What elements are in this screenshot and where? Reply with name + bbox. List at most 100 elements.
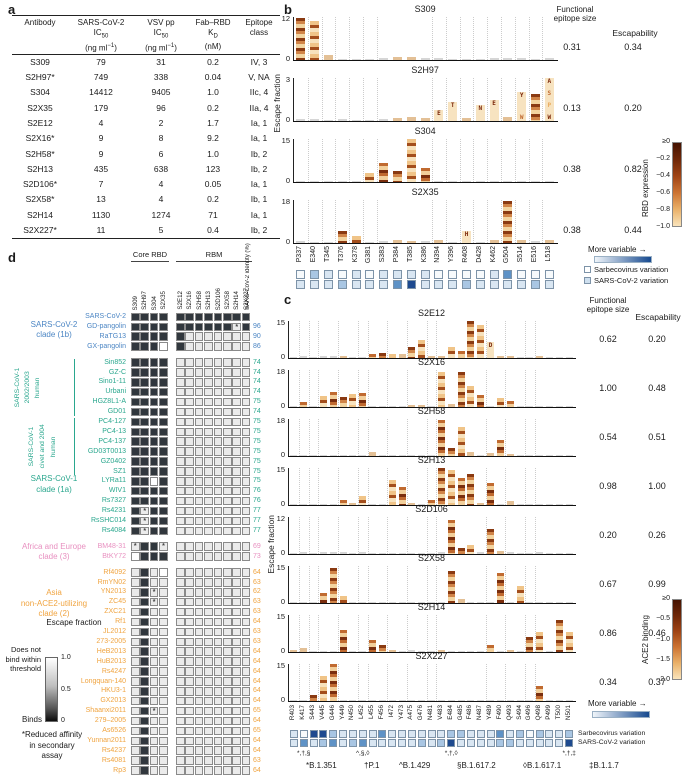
x-axis: [293, 182, 559, 184]
virus-row-label: PC4-127: [98, 418, 126, 425]
virus-row-label: Sino1-11: [98, 378, 126, 386]
escape-bar: [324, 119, 333, 121]
binding-cell: [204, 332, 213, 341]
binding-cell: [140, 597, 149, 607]
gridline: [485, 321, 487, 358]
variation-square: [565, 730, 574, 738]
binding-cell: [176, 716, 185, 726]
gridline: [298, 321, 300, 358]
binding-cell: [213, 447, 223, 456]
binding-cell: [131, 467, 140, 476]
gridline: [436, 321, 438, 358]
escape-bar: [503, 117, 513, 121]
binding-cell: [176, 457, 185, 466]
gridline: [534, 468, 536, 505]
binding-cell: [241, 706, 251, 716]
escape-bar: [545, 503, 553, 505]
escape-bar: [329, 664, 337, 701]
binding-cell: [223, 667, 232, 676]
binding-cell: [149, 552, 159, 561]
virus-row-label: ZC45: [108, 598, 126, 606]
binding-cell: [204, 342, 213, 351]
escape-bar: [300, 552, 308, 554]
binding-cell: [176, 467, 185, 476]
binding-cell: [213, 657, 223, 666]
binding-cell: [223, 358, 232, 367]
binding-cell: [241, 397, 251, 407]
binding-cell: [213, 526, 223, 536]
escape-bar: [437, 601, 445, 603]
escape-bar: [467, 699, 475, 701]
virus-row-label: GZ-C: [108, 368, 126, 376]
table-cell: 5: [134, 223, 188, 240]
escape-bar: [462, 58, 471, 60]
binding-cell: [140, 312, 149, 322]
y-tick-max: 15: [281, 136, 290, 145]
x-tick-label: P337: [296, 246, 304, 263]
escape-bar: [506, 356, 514, 358]
escape-bar: [503, 201, 513, 243]
binding-cell: [185, 496, 194, 506]
binding-cell: [131, 657, 140, 666]
variation-square: [407, 730, 416, 738]
gridline: [338, 468, 340, 505]
y-axis: [288, 370, 289, 408]
binding-cell: [213, 627, 223, 637]
binding-cell: [213, 716, 223, 726]
escape-bar: [544, 180, 554, 182]
x-axis: [288, 456, 577, 458]
binding-cell: [185, 552, 194, 561]
identity-value: 63: [253, 578, 261, 586]
table-cell: 0.2: [207, 56, 219, 67]
escape-bar: [447, 650, 455, 652]
escape-bar: [565, 601, 573, 603]
binding-cell: [176, 607, 185, 617]
binding-cell: [131, 427, 140, 437]
escape-bar: [506, 501, 514, 505]
escape-bar: [437, 355, 445, 358]
panel-b-more-variable-label: More variable →: [588, 245, 647, 254]
escape-bar: [467, 474, 475, 505]
binding-cell: *: [140, 526, 149, 536]
binding-cell: [223, 706, 232, 716]
escape-bar: [517, 180, 527, 182]
escape-bar: [398, 454, 406, 456]
binding-cell: [131, 332, 140, 341]
column-label: S2X16: [186, 291, 194, 310]
binding-cell: [185, 627, 194, 637]
escape-bar: [545, 454, 553, 456]
escape-bar: [496, 355, 504, 358]
table-row: S2X227* 11 5 0.4 Ib, 2: [12, 223, 280, 240]
gridline: [459, 78, 461, 121]
gridline: [426, 664, 428, 701]
gridline: [298, 370, 300, 407]
identity-value: 74: [253, 408, 261, 416]
escape-bar: [489, 240, 499, 243]
identity-value: 64: [253, 657, 261, 665]
binding-cell: [176, 378, 185, 387]
escape-bar: [329, 356, 337, 358]
binding-cell: [232, 578, 241, 587]
binding-cell: [223, 647, 232, 656]
identity-value: 76: [253, 487, 261, 495]
binding-cell: [149, 637, 159, 647]
gridline: [367, 468, 369, 505]
binding-cell: [232, 706, 241, 716]
binding-cell: [223, 542, 232, 551]
binding-cell: [232, 358, 241, 367]
variation-square: [555, 739, 564, 747]
variation-square: [496, 739, 505, 747]
variation-square: [358, 730, 367, 738]
escape-bar: [448, 180, 458, 182]
escape-bar: [379, 118, 389, 121]
binding-legend-value-bottom: 0: [61, 717, 65, 724]
escape-bar: H: [462, 231, 471, 243]
colorbar-tick: −1.5: [656, 655, 670, 663]
identity-value: 62: [253, 588, 261, 596]
binding-cell: [241, 417, 251, 427]
binding-cell: [159, 467, 168, 476]
binding-cell: [232, 526, 241, 536]
gridline: [376, 78, 378, 121]
mutation-mark: ^,§,◊: [355, 750, 370, 757]
